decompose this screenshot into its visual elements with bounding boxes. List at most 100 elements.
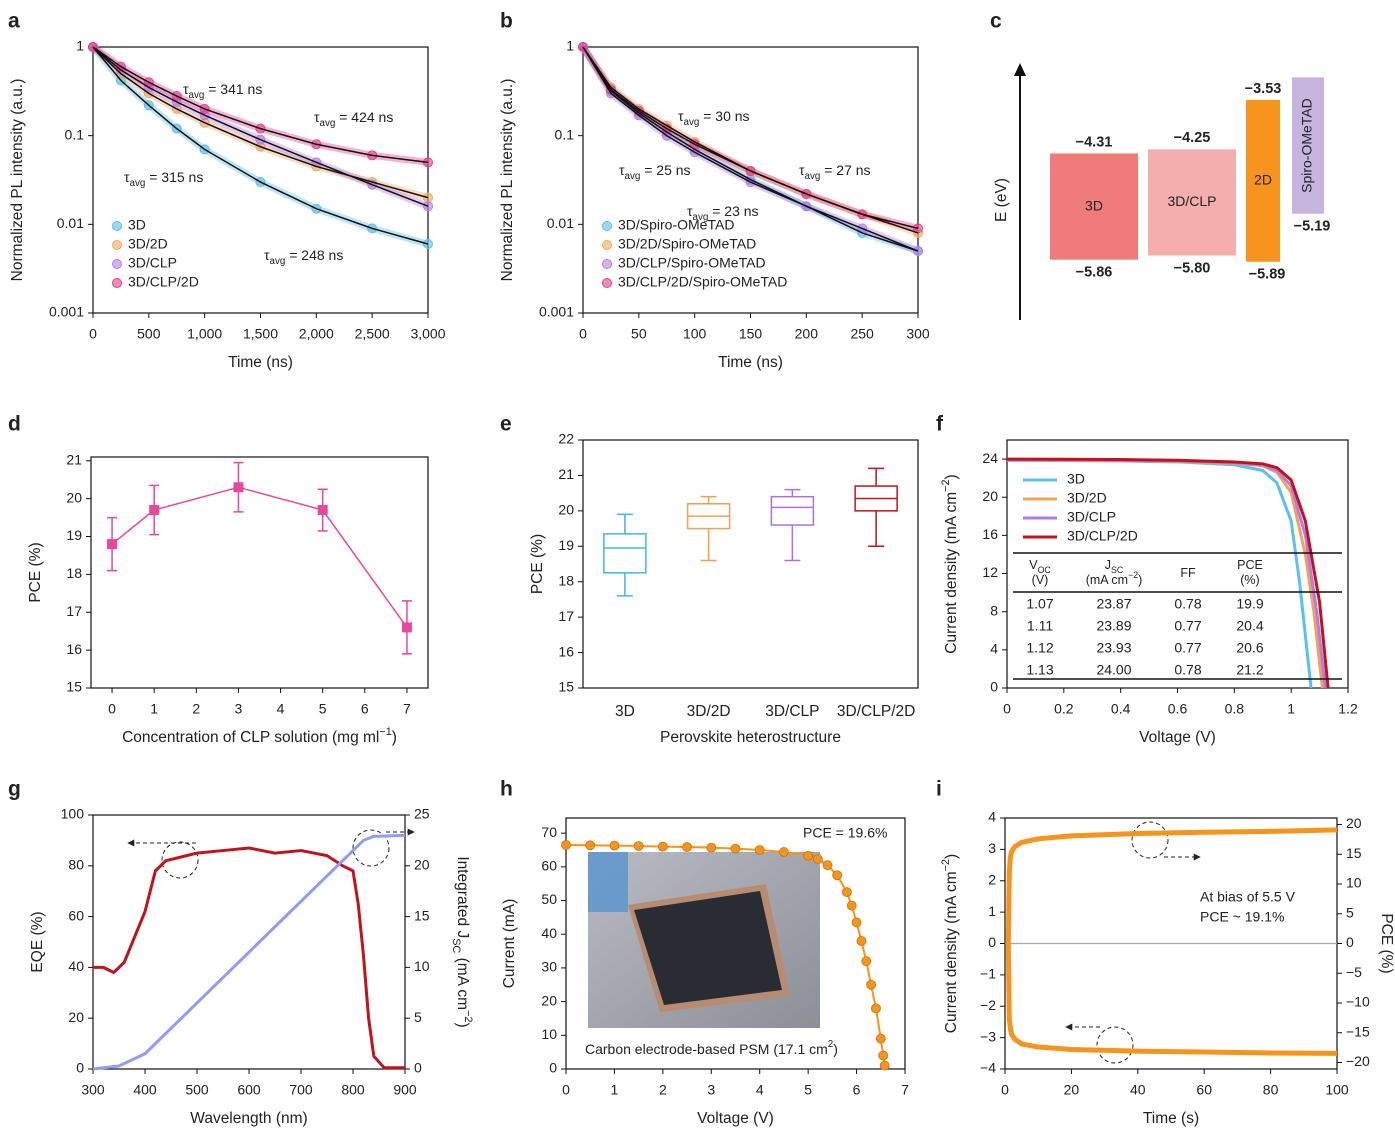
panel-letter: g <box>8 778 21 801</box>
y-tick-label: 1 <box>988 903 996 919</box>
energy-level <box>1246 99 1280 262</box>
x-tick-label: 3D/CLP/2D <box>837 703 915 720</box>
data-marker <box>657 841 668 852</box>
data-marker <box>779 847 789 857</box>
x-tick-label: 1 <box>611 1082 619 1098</box>
box-whisker-high <box>700 495 717 504</box>
y-axis-label: EQE (%) <box>29 911 46 972</box>
x-axis-label: Voltage (V) <box>1139 729 1216 746</box>
annotation-part: τ <box>314 109 320 125</box>
data-marker <box>233 482 244 493</box>
legend-marker <box>112 240 122 250</box>
y2-tick-label: 10 <box>414 958 430 974</box>
data-marker <box>317 505 328 516</box>
level-value: −5.80 <box>1174 260 1211 276</box>
panel-letter: e <box>500 413 512 436</box>
y-tick-label: 8 <box>990 602 998 618</box>
y-axis-label: Current density (mA cm−2) <box>940 474 960 653</box>
annotation: τavg = 25 ns <box>619 162 691 182</box>
data-marker <box>730 843 741 854</box>
x-tick-label: 3D/CLP <box>765 703 819 720</box>
y-tick-label: 80 <box>68 857 84 873</box>
y-tick-label: 3 <box>988 840 996 856</box>
data-marker <box>851 917 862 928</box>
x-tick-label: 500 <box>185 1082 209 1098</box>
x-tick-label: 150 <box>739 326 763 342</box>
y-tick-label: 1 <box>566 38 574 54</box>
y-tick-label: 0 <box>549 1060 557 1076</box>
plot-frame <box>582 439 919 689</box>
y2-axis-label: PCE (%) <box>1378 913 1395 973</box>
x-tick-label: 40 <box>1130 1082 1146 1098</box>
table-cell: 1.13 <box>1026 662 1053 678</box>
fit-line <box>582 46 919 252</box>
data-marker <box>879 1060 890 1071</box>
level-name: 3D <box>1085 197 1103 213</box>
level-value: −5.89 <box>1249 267 1286 283</box>
panel-letter: h <box>500 778 513 801</box>
legend-label: 3D/CLP <box>1067 509 1116 525</box>
y2-tick-label: 15 <box>414 907 430 923</box>
level-value: −5.19 <box>1294 219 1331 235</box>
annotation: Carbon electrode-based PSM (17.1 cm2) <box>585 1039 838 1057</box>
y-tick-label: 21 <box>558 466 574 482</box>
legend-marker <box>112 221 122 231</box>
x-tick-label: 0.6 <box>1168 701 1188 717</box>
legend-marker <box>602 221 612 231</box>
series-line <box>1006 458 1324 689</box>
data-marker <box>846 900 857 911</box>
x-tick-label: 0 <box>579 326 587 342</box>
x-tick-label: 700 <box>289 1082 313 1098</box>
y2-tick-label: −20 <box>1346 1053 1370 1069</box>
y-tick-label: 4 <box>988 809 996 825</box>
table-header-part: V <box>1029 558 1038 572</box>
level-value: −3.53 <box>1245 81 1282 97</box>
y-tick-label: 0 <box>990 679 998 695</box>
x-tick-label: 80 <box>1263 1082 1279 1098</box>
box <box>770 495 815 526</box>
table-cell: 24.00 <box>1096 662 1131 678</box>
x-tick-label: 1 <box>150 701 158 717</box>
data-marker <box>822 860 833 871</box>
level-value: −5.86 <box>1076 265 1113 281</box>
data-marker <box>754 845 765 855</box>
y-tick-label: 40 <box>541 925 557 941</box>
legend-label: 3D/CLP/Spiro-OMeTAD <box>618 255 766 271</box>
table-cell: 19.9 <box>1236 596 1263 612</box>
annotation-subscript: avg <box>805 171 821 182</box>
y-axis-label-part: ) <box>943 474 960 479</box>
x-tick-label: 3 <box>707 1082 715 1098</box>
x-tick-label: 0 <box>108 701 116 717</box>
box-whisker-high <box>784 488 801 497</box>
table-header-part: (mA cm <box>1086 573 1128 587</box>
annotation-subscript: avg <box>130 178 146 189</box>
box-whisker-high <box>616 513 633 534</box>
annotation-subscript: avg <box>270 256 286 267</box>
box-whisker-low <box>868 510 885 548</box>
box <box>603 533 647 574</box>
y2-tick-label: 25 <box>414 806 430 822</box>
level-name: 3D/CLP <box>1167 193 1216 209</box>
table-cell: 23.93 <box>1096 640 1131 656</box>
x-axis-label: Perovskite heterostructure <box>660 729 841 746</box>
y2-tick-label: 0 <box>414 1060 422 1076</box>
panel-letter: i <box>936 778 942 801</box>
y-tick-label: 12 <box>982 564 998 580</box>
table-cell: 21.2 <box>1236 662 1263 678</box>
annotation-part: τ <box>687 203 693 219</box>
y-tick-label: 16 <box>982 526 998 542</box>
table-header: (mA cm−2) <box>1086 570 1143 587</box>
data-marker <box>107 539 118 550</box>
annotation-part: τ <box>678 108 684 124</box>
y2-axis-label-part: J <box>454 930 471 938</box>
annotation-subscript: avg <box>189 90 205 101</box>
y-tick-label: 15 <box>66 679 82 695</box>
y-tick-label: 1 <box>76 38 84 54</box>
series-line <box>1005 943 1338 1056</box>
callout-circle <box>1096 1026 1134 1064</box>
y-tick-label: 18 <box>558 572 574 588</box>
y-tick-label: 22 <box>558 431 574 447</box>
annotation-part: = 341 ns <box>204 81 262 97</box>
data-marker <box>875 1033 886 1044</box>
